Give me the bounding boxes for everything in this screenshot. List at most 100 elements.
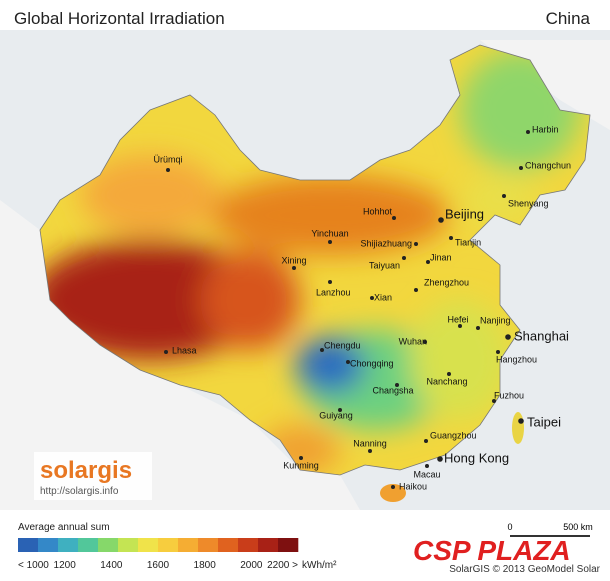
- city-label: Changchun: [525, 160, 571, 170]
- city-dot: [328, 240, 332, 244]
- city-label: Jinan: [430, 252, 452, 262]
- city-label: Lhasa: [172, 345, 197, 355]
- city-dot: [395, 383, 399, 387]
- city-dot: [425, 464, 429, 468]
- city-label: Lanzhou: [316, 287, 351, 297]
- legend-label: 1600: [147, 560, 170, 571]
- city-label: Wuhan: [399, 336, 427, 346]
- city-label: Beijing: [445, 206, 484, 221]
- city-dot: [447, 372, 451, 376]
- city-dot: [449, 236, 453, 240]
- city-label: Guiyang: [319, 410, 353, 420]
- city-label: Guangzhou: [430, 430, 477, 440]
- legend-unit: kWh/m²: [302, 560, 337, 571]
- city-dot: [299, 456, 303, 460]
- city-dot: [164, 350, 168, 354]
- city-dot: [346, 360, 350, 364]
- credit: SolarGIS © 2013 GeoModel Solar: [449, 564, 600, 575]
- city-dot: [424, 439, 428, 443]
- scale-end: 500 km: [563, 522, 593, 532]
- china-border: [39, 44, 591, 476]
- city-dot: [437, 456, 443, 462]
- city-label: Ürümqi: [153, 154, 182, 164]
- city-dot: [476, 326, 480, 330]
- city-dot: [328, 280, 332, 284]
- city-dot: [518, 418, 524, 424]
- city-label: Taiyuan: [369, 260, 400, 270]
- city-label: Macau: [413, 469, 440, 479]
- city-dot: [391, 485, 395, 489]
- hainan: [380, 484, 406, 502]
- logo-box: [34, 452, 152, 500]
- legend-label: 1200: [54, 560, 77, 571]
- legend-title: Average annual sum: [18, 522, 110, 533]
- city-dot: [166, 168, 170, 172]
- city-label: Taipei: [527, 414, 561, 429]
- city-label: Shijiazhuang: [360, 238, 412, 248]
- city-dot: [368, 449, 372, 453]
- city-label: Chongqing: [350, 358, 394, 368]
- city-dot: [414, 242, 418, 246]
- city-dot: [402, 256, 406, 260]
- city-dot: [496, 350, 500, 354]
- legend-swatch: [258, 538, 279, 552]
- legend-swatch: [18, 538, 39, 552]
- logo: solargis: [40, 457, 132, 484]
- city-dot: [438, 217, 444, 223]
- city-label: Nanjing: [480, 315, 511, 325]
- city-label: Hefei: [447, 314, 468, 324]
- city-label: Zhengzhou: [424, 277, 469, 287]
- city-dot: [338, 408, 342, 412]
- legend-swatch: [238, 538, 259, 552]
- city-label: Tianjin: [455, 237, 481, 247]
- city-label: Shenyang: [508, 198, 549, 208]
- city-label: Shanghai: [514, 328, 569, 343]
- legend-label: 2200 >: [267, 560, 298, 571]
- city-dot: [502, 194, 506, 198]
- city-label: Kunming: [283, 460, 319, 470]
- city-label: Hangzhou: [496, 354, 537, 364]
- city-label: Xining: [281, 255, 306, 265]
- neighbor-land: [0, 40, 610, 510]
- legend-label: 2000: [240, 560, 263, 571]
- city-label: Haikou: [399, 481, 427, 491]
- brand: CSP PLAZA: [413, 535, 571, 566]
- city-dot: [392, 216, 396, 220]
- city-label: Xian: [374, 292, 392, 302]
- city-label: Nanchang: [426, 376, 467, 386]
- logo-url: http://solargis.info: [40, 486, 119, 497]
- city-dot: [426, 260, 430, 264]
- legend-swatch: [78, 538, 99, 552]
- city-dot: [320, 348, 324, 352]
- city-dot: [292, 266, 296, 270]
- legend: < 1000 1200 1400 1600 1800 2000 2200 > kWh/m²: [18, 538, 337, 571]
- city-dot: [505, 334, 511, 340]
- legend-label: 1400: [100, 560, 123, 571]
- legend-swatch: [158, 538, 179, 552]
- taiwan: [512, 412, 524, 444]
- city-dot: [423, 340, 427, 344]
- city-label: Nanning: [353, 438, 387, 448]
- legend-swatch: [118, 538, 139, 552]
- city-dot: [414, 288, 418, 292]
- legend-label: 1800: [194, 560, 217, 571]
- legend-swatch: [278, 538, 299, 552]
- city-label: Hong Kong: [444, 450, 509, 465]
- title: Global Horizontal Irradiation: [14, 9, 225, 28]
- city-dot: [492, 399, 496, 403]
- city-label: Chengdu: [324, 340, 361, 350]
- city-label: Fuzhou: [494, 390, 524, 400]
- legend-swatch: [98, 538, 119, 552]
- legend-swatch: [138, 538, 159, 552]
- city-label: Harbin: [532, 124, 559, 134]
- city-label: Yinchuan: [311, 228, 348, 238]
- city-dot: [370, 296, 374, 300]
- city-label: Changsha: [372, 385, 413, 395]
- city-dot: [458, 324, 462, 328]
- city-dot: [526, 130, 530, 134]
- legend-swatch: [178, 538, 199, 552]
- legend-swatch: [38, 538, 59, 552]
- legend-swatch: [218, 538, 239, 552]
- city-dot: [519, 166, 523, 170]
